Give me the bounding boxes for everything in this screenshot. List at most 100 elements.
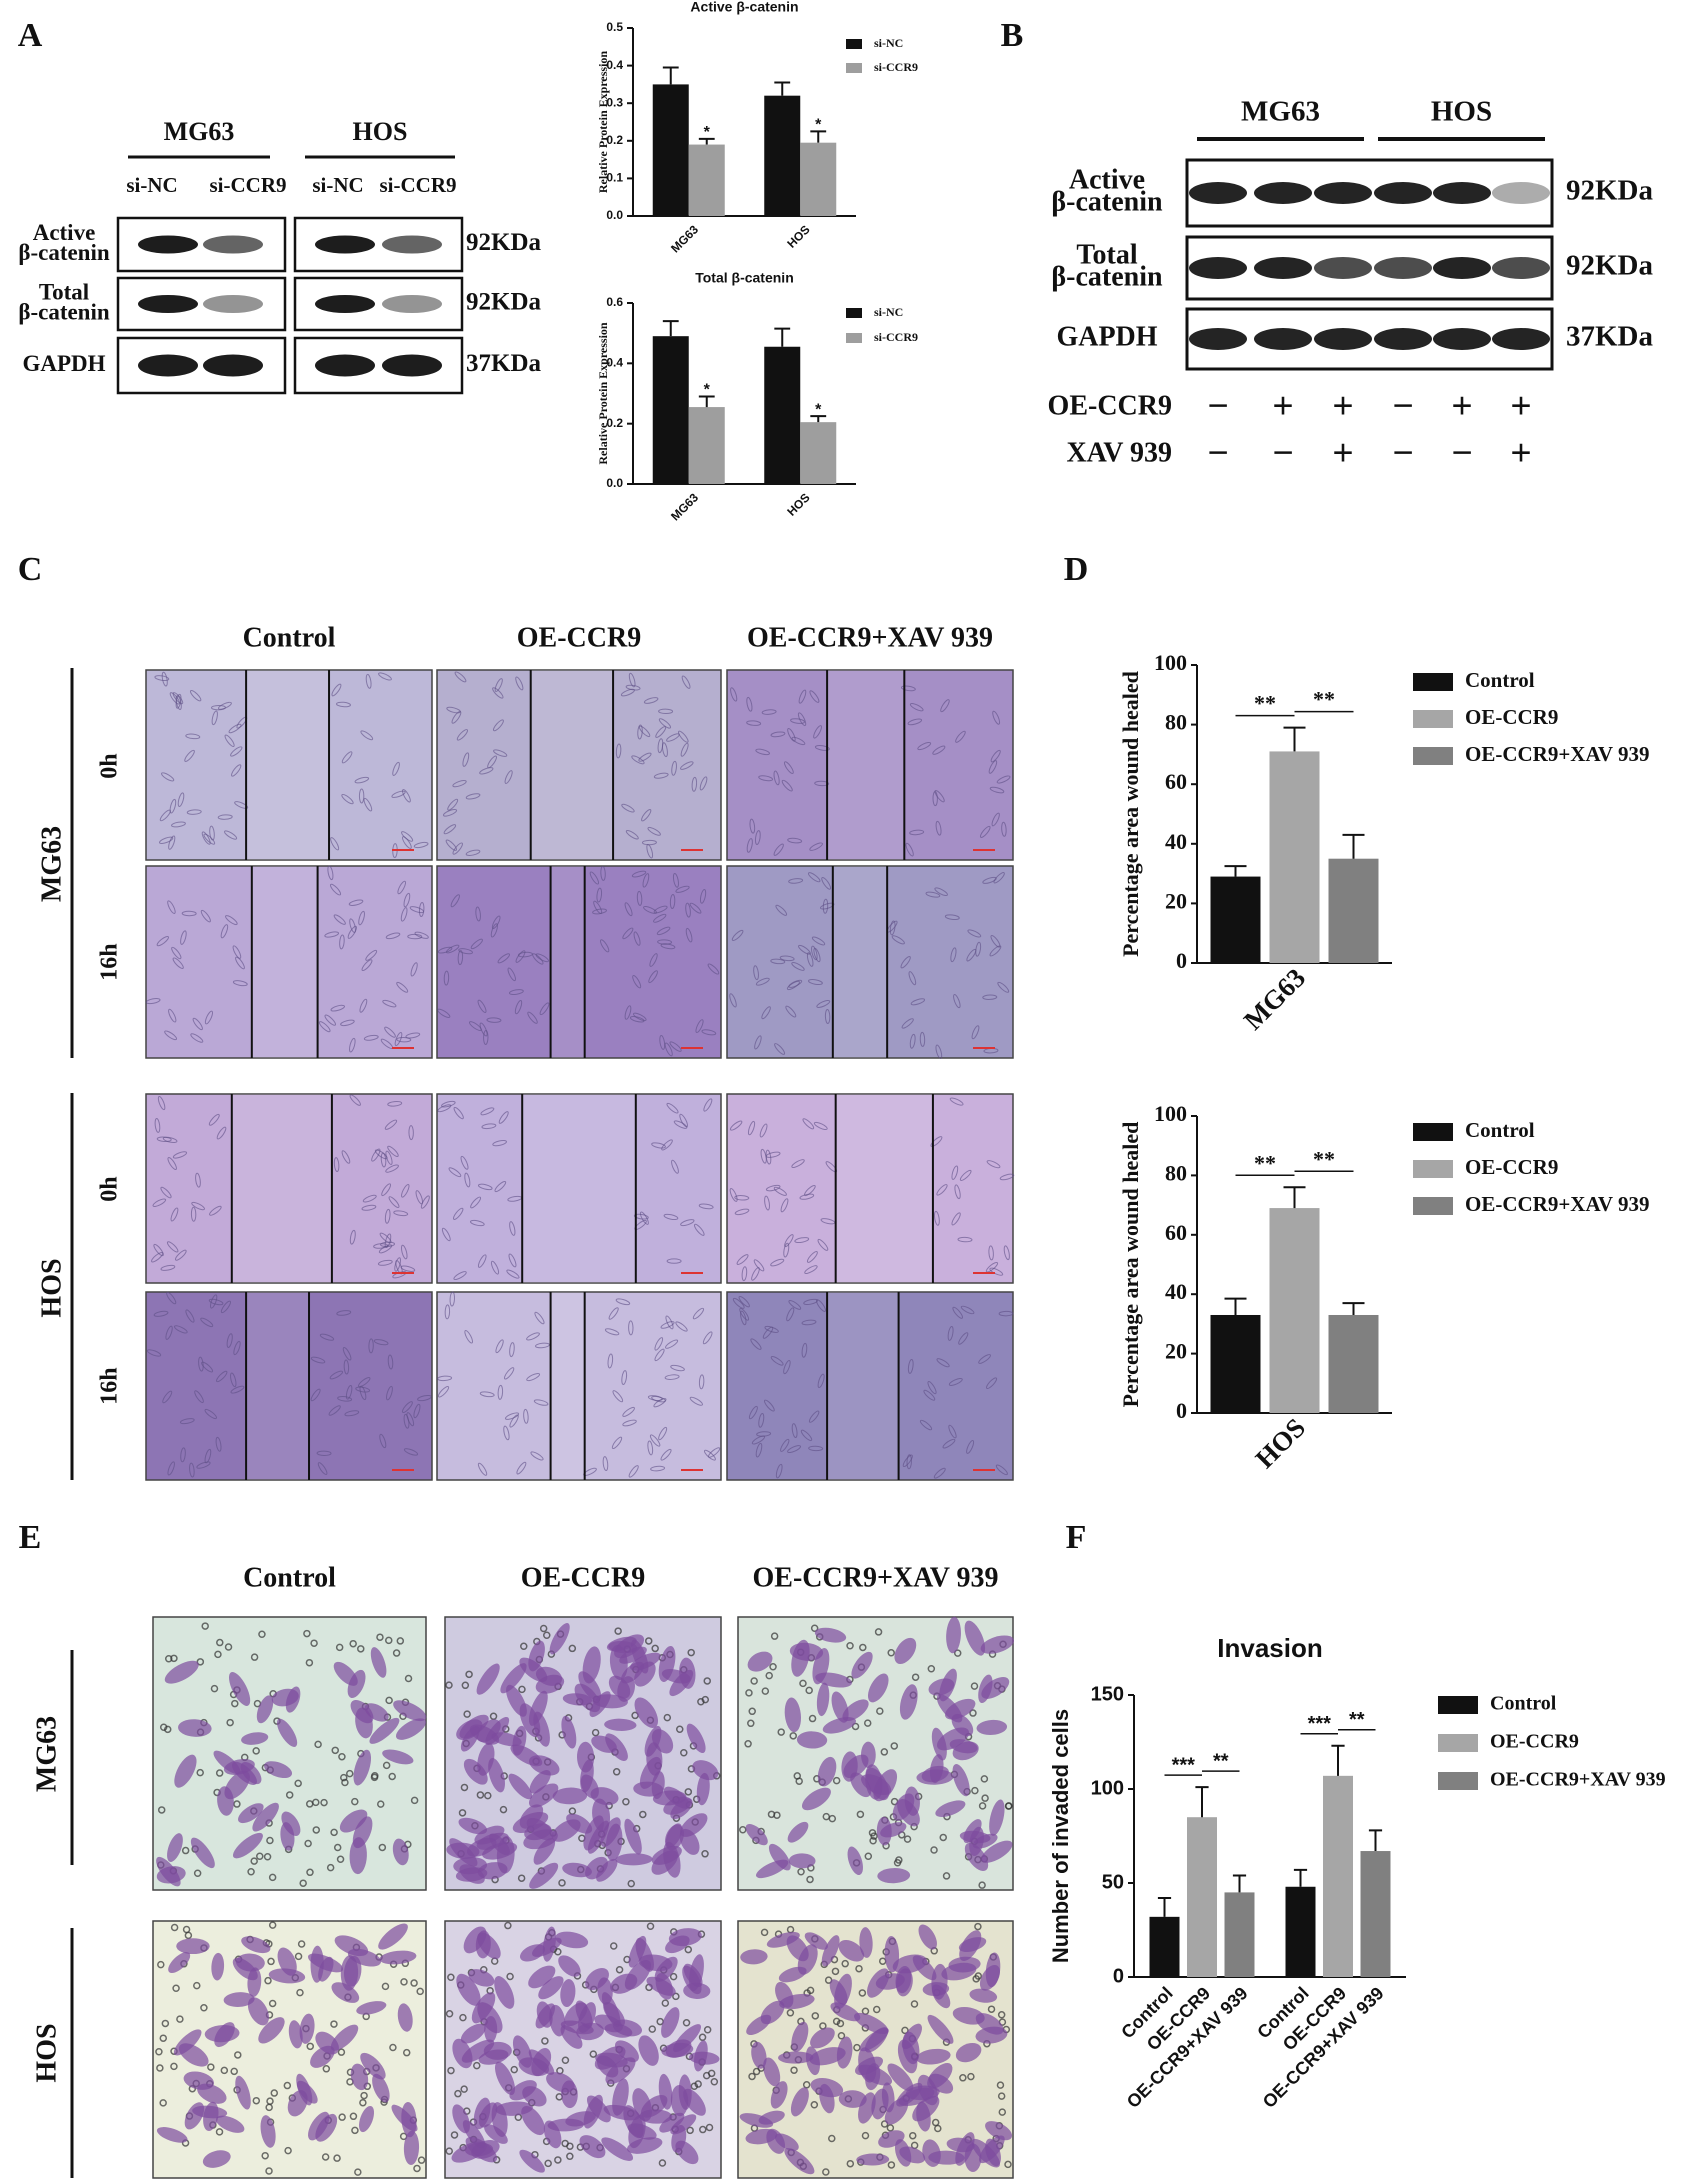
invaded-cell (446, 1842, 480, 1859)
cell (788, 979, 803, 988)
cell (811, 936, 826, 946)
cell (773, 1186, 787, 1196)
invaded-cell (612, 2078, 629, 2116)
cell (925, 891, 941, 898)
cell (621, 803, 635, 813)
invaded-cell (228, 1671, 251, 1706)
cell (494, 1180, 507, 1193)
cell (384, 1026, 396, 1038)
cell (693, 1223, 705, 1236)
cell (345, 1384, 353, 1400)
cell (809, 842, 823, 851)
invaded-cell (689, 2051, 720, 2065)
time-label: 0h (97, 753, 123, 778)
cell (763, 1399, 775, 1412)
invaded-cell (747, 1651, 773, 1672)
invaded-cell (952, 1741, 979, 1761)
cell (391, 790, 406, 798)
invaded-cell (892, 1793, 915, 1821)
cell (675, 885, 690, 893)
cell (152, 1198, 167, 1207)
invaded-cell (484, 2124, 508, 2144)
cell (986, 1377, 998, 1390)
pore (690, 2082, 699, 2090)
cell (479, 1391, 495, 1398)
invaded-cell (963, 1819, 982, 1844)
cell (359, 998, 368, 1013)
cell (371, 1148, 381, 1162)
treatment-sign: + (1332, 432, 1353, 473)
cell (310, 1356, 326, 1364)
cell (615, 743, 622, 759)
invaded-cell (463, 1758, 488, 1785)
invaded-cell (817, 1756, 837, 1787)
invaded-cell (352, 1816, 373, 1849)
chart-title: Invasion (1217, 1633, 1322, 1663)
invaded-cell (778, 2051, 814, 2064)
row-label: β-catenin (18, 299, 110, 324)
invaded-cell (931, 1984, 951, 2009)
pore (304, 1839, 312, 1848)
invaded-cell (810, 2027, 835, 2049)
cell (791, 1423, 798, 1439)
cell (192, 1017, 203, 1031)
cell (156, 1136, 172, 1143)
cell (971, 1025, 980, 1040)
invaded-cell (528, 1783, 559, 1808)
pore (710, 2077, 719, 2086)
pore (510, 2065, 518, 2074)
wound-gap (231, 1094, 332, 1283)
invaded-cell (378, 1923, 408, 1950)
pore (306, 1868, 314, 1877)
cell (233, 1340, 241, 1356)
invaded-cell (453, 1856, 488, 1875)
cell (324, 931, 340, 938)
cell (657, 939, 673, 945)
pore (296, 1988, 304, 1997)
pore (392, 1649, 401, 1657)
cell (339, 934, 345, 950)
treatment-sign: − (1272, 432, 1293, 473)
invaded-cell (760, 2000, 785, 2025)
cell (707, 963, 720, 975)
cell (392, 761, 400, 776)
invaded-cell (958, 1937, 987, 1952)
cell (997, 981, 1010, 993)
pore (297, 1940, 306, 1948)
cell (470, 938, 483, 950)
pore (215, 2128, 224, 2136)
cell (624, 1005, 632, 1020)
cell (900, 956, 911, 969)
cell (604, 1328, 620, 1336)
invaded-cell (675, 2140, 699, 2165)
invaded-cell (561, 1715, 577, 1749)
cell (770, 731, 786, 738)
cell (755, 1442, 763, 1458)
cell (230, 1372, 237, 1388)
significance-label: * (704, 124, 711, 141)
row-label: Active (1069, 164, 1145, 195)
pore (404, 1674, 413, 1683)
pore (760, 1928, 769, 1937)
pore (805, 1686, 813, 1695)
cell (347, 925, 357, 939)
cell (179, 1418, 195, 1425)
legend-label: OE-CCR9+XAV 939 (1490, 1769, 1666, 1791)
treatment-sign: + (1451, 385, 1472, 426)
y-tick-label: 50 (1102, 1871, 1124, 1893)
pore (196, 1768, 204, 1777)
invaded-cell (916, 2048, 951, 2065)
invaded-cell (508, 1773, 533, 1800)
invaded-cell (902, 2031, 920, 2065)
cell (228, 723, 242, 734)
cell (445, 944, 460, 954)
pore (261, 2151, 269, 2160)
pore (231, 1699, 239, 1708)
cell (680, 761, 694, 770)
cell (664, 1042, 673, 1057)
cell (749, 818, 756, 834)
cell (632, 975, 642, 989)
cell (739, 1307, 750, 1321)
cell (989, 1267, 1004, 1276)
pore (614, 1627, 622, 1635)
